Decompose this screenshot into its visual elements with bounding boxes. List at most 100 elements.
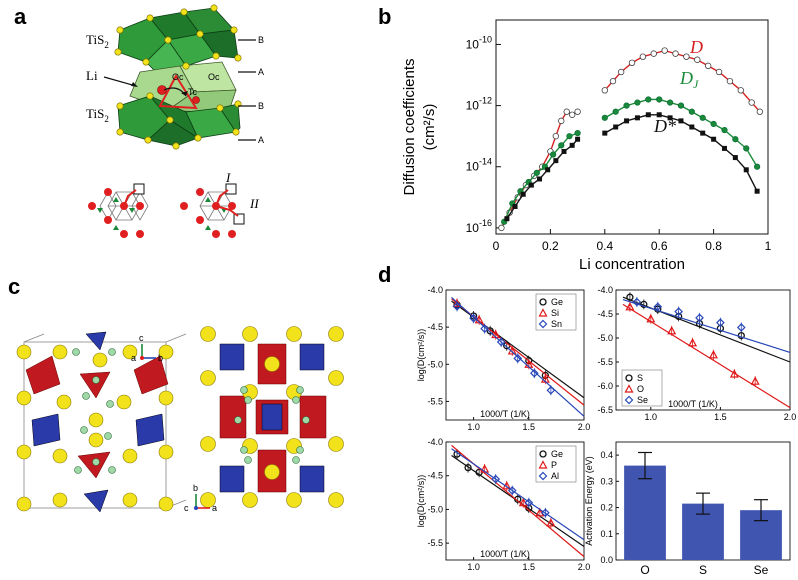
sulfur-atom	[16, 444, 32, 460]
data-point	[716, 318, 725, 327]
sulfur-atom	[116, 394, 132, 410]
data-point	[464, 463, 472, 472]
stack-label-b-1: B	[258, 35, 264, 45]
sulfur-atom	[286, 492, 302, 508]
data-point	[646, 314, 656, 323]
x-tick-label: 1	[765, 239, 772, 253]
axis-c-label: c	[184, 503, 189, 513]
data-point	[529, 368, 539, 378]
y-tick-label: -4.5	[427, 471, 443, 481]
y-tick-label: 0.1	[600, 529, 613, 539]
category-label: O	[640, 563, 649, 577]
data-point	[645, 112, 651, 118]
data-point	[678, 118, 684, 124]
axis-b-label: b	[193, 483, 198, 493]
li-atom	[296, 446, 304, 454]
data-point	[546, 385, 556, 395]
x-tick-label: 2.0	[784, 412, 797, 422]
x-tick-label: 1.0	[467, 562, 480, 572]
sulfur-atoms	[114, 4, 242, 150]
data-point	[732, 155, 738, 161]
data-point	[469, 313, 478, 323]
plot-frame	[445, 441, 585, 561]
hop-diagram-right: I II	[180, 170, 259, 238]
data-point	[528, 182, 534, 188]
data-point	[689, 124, 695, 130]
x-tick-label: 1.0	[645, 412, 658, 422]
sulfur-atom	[242, 326, 258, 342]
layer-label-tis2-bottom: TiS2	[86, 106, 109, 124]
data-point	[512, 203, 518, 209]
legend-label: Al	[551, 471, 559, 481]
sulfur-atom	[328, 492, 344, 508]
data-point	[748, 99, 755, 106]
site-label-tc: Tc	[188, 87, 198, 97]
sulfur-atom	[52, 344, 68, 360]
sulfur-atom	[92, 352, 108, 368]
li-atom	[234, 416, 242, 424]
li-atom	[244, 396, 252, 404]
chart-d3: -4.0 -4.5 -5.0 -5.5 1.0 1.5 2.0 1000/T (1/K) log…	[416, 437, 590, 572]
panel-label-d: d	[378, 262, 391, 287]
data-point	[537, 176, 543, 182]
legend-box	[535, 445, 577, 483]
data-point	[624, 118, 630, 124]
li-atom	[106, 400, 114, 408]
li-atom	[108, 348, 116, 356]
data-point	[667, 326, 677, 335]
atoms	[16, 344, 174, 512]
li-atom	[157, 85, 167, 95]
sulfur-atom	[16, 344, 32, 360]
data-point	[661, 47, 668, 54]
legend-label: Si	[551, 308, 559, 318]
sulfur-atom	[328, 370, 344, 386]
data-point	[569, 142, 575, 148]
data-point	[561, 148, 567, 154]
sulfur-atom	[52, 448, 68, 464]
data-point	[602, 130, 608, 136]
data-point	[653, 302, 663, 312]
data-point	[504, 216, 510, 222]
sulfur-atom	[16, 496, 32, 512]
data-point	[617, 68, 625, 76]
y-tick-label: -5.5	[427, 396, 443, 406]
legend-label: S	[637, 373, 643, 383]
legend-label: Se	[637, 395, 648, 405]
y-tick-label: 0.4	[600, 450, 613, 460]
data-point	[568, 111, 576, 118]
data-point	[520, 191, 526, 197]
x-tick-label: 0	[493, 239, 500, 253]
li-atom	[296, 386, 304, 394]
hop-diagram-left	[88, 183, 149, 238]
sulfur-atom	[242, 492, 258, 508]
data-point	[486, 327, 494, 335]
data-point	[623, 102, 630, 109]
data-point	[708, 350, 718, 359]
sulfur-atom	[328, 326, 344, 342]
legend-marker	[538, 471, 548, 481]
sulfur-atom	[286, 326, 302, 342]
data-point	[688, 338, 698, 347]
y-axis-label: Diffusion coefficients	[401, 58, 418, 195]
sulfur-atom	[56, 394, 72, 410]
data-point	[628, 59, 636, 66]
legend-marker	[539, 298, 547, 306]
y-tick-label: 10-10	[466, 34, 492, 51]
series-line	[503, 132, 578, 223]
data-point	[498, 224, 505, 232]
legend-label: O	[637, 384, 644, 394]
data-point	[513, 353, 523, 363]
data-point	[524, 498, 534, 508]
data-point	[545, 167, 551, 173]
legend-marker	[538, 308, 548, 317]
y-tick-label: -5.5	[597, 357, 613, 367]
data-point	[674, 307, 683, 316]
chart-d1: -4.0 -4.5 -5.0 -5.5 1.0 1.5 2.0 1000/T (1/K) log…	[416, 285, 590, 432]
li-atom	[108, 466, 116, 474]
data-point	[632, 297, 642, 307]
data-point	[736, 323, 746, 332]
data-point	[726, 77, 734, 85]
x-tick-label: 1.5	[714, 412, 727, 422]
data-point	[656, 112, 662, 118]
